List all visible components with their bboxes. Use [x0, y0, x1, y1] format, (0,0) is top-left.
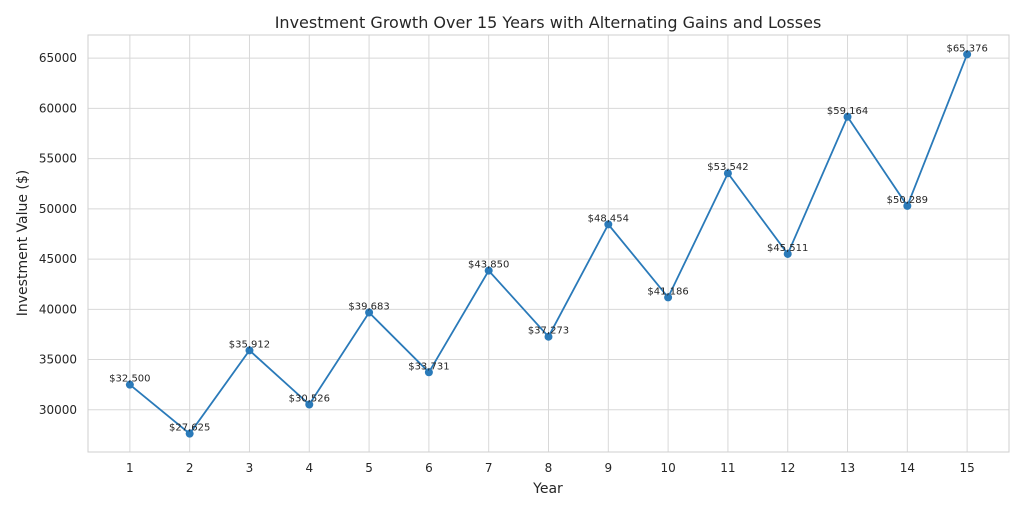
x-tick-label: 6	[425, 461, 433, 475]
data-value-label: $50,289	[887, 195, 928, 206]
data-point	[903, 201, 912, 210]
data-value-label: $39,683	[348, 302, 389, 313]
data-point	[604, 220, 613, 229]
data-value-label: $35,912	[229, 339, 270, 350]
y-tick-label: 60000	[39, 101, 77, 115]
data-point	[963, 50, 972, 59]
x-tick-label: 14	[900, 461, 915, 475]
x-tick-label: 13	[840, 461, 855, 475]
chart-title: Investment Growth Over 15 Years with Alt…	[275, 13, 822, 32]
data-point	[723, 169, 732, 178]
data-value-label: $27,625	[169, 423, 210, 434]
data-point	[365, 308, 374, 317]
y-axis-label: Investment Value ($)	[15, 170, 31, 316]
data-value-label: $45,511	[767, 243, 808, 254]
y-tick-label: 50000	[39, 202, 77, 216]
data-value-label: $41,186	[647, 286, 688, 297]
grid-lines	[88, 35, 1009, 452]
series-layer	[125, 50, 972, 438]
data-value-label: $30,526	[289, 394, 330, 405]
x-tick-label: 10	[660, 461, 675, 475]
y-tick-label: 45000	[39, 252, 77, 266]
data-point	[125, 380, 134, 389]
data-value-label: $43,850	[468, 260, 509, 271]
x-tick-label: 3	[246, 461, 254, 475]
data-point	[783, 249, 792, 258]
data-point	[245, 346, 254, 355]
data-point	[484, 266, 493, 275]
y-tick-label: 30000	[39, 403, 77, 417]
x-axis-label: Year	[532, 481, 563, 497]
data-point	[843, 112, 852, 121]
y-tick-label: 35000	[39, 353, 77, 367]
x-tick-label: 15	[959, 461, 974, 475]
y-tick-label: 40000	[39, 302, 77, 316]
y-tick-label: 55000	[39, 152, 77, 166]
data-value-label: $53,542	[707, 162, 748, 173]
tick-labels: 1 2 3 4 5 6 7 8 9 10 11 12 13 14 153000035000400004500…	[39, 51, 975, 475]
plot-frame	[87, 34, 1010, 453]
x-tick-label: 9	[604, 461, 612, 475]
data-point	[424, 368, 433, 377]
x-tick-label: 4	[305, 461, 313, 475]
x-tick-label: 5	[365, 461, 373, 475]
data-point	[185, 429, 194, 438]
data-value-label: $48,454	[588, 213, 629, 224]
data-value-label: $65,376	[946, 43, 987, 54]
data-point	[544, 332, 553, 341]
x-tick-label: 1	[126, 461, 134, 475]
data-value-label: $33,731	[408, 361, 449, 372]
x-tick-label: 12	[780, 461, 795, 475]
x-tick-label: 2	[186, 461, 194, 475]
data-value-label: $37,273	[528, 326, 569, 337]
x-tick-label: 11	[720, 461, 735, 475]
data-value-label: $32,500	[109, 374, 150, 385]
data-point	[664, 293, 673, 302]
data-labels: $32,500 $27,625 $35,912 $30,526 $39,683 $33,7…	[109, 43, 988, 433]
x-tick-label: 7	[485, 461, 493, 475]
x-tick-label: 8	[545, 461, 553, 475]
data-point	[305, 400, 314, 409]
data-value-label: $59,164	[827, 106, 868, 117]
y-tick-label: 65000	[39, 51, 77, 65]
